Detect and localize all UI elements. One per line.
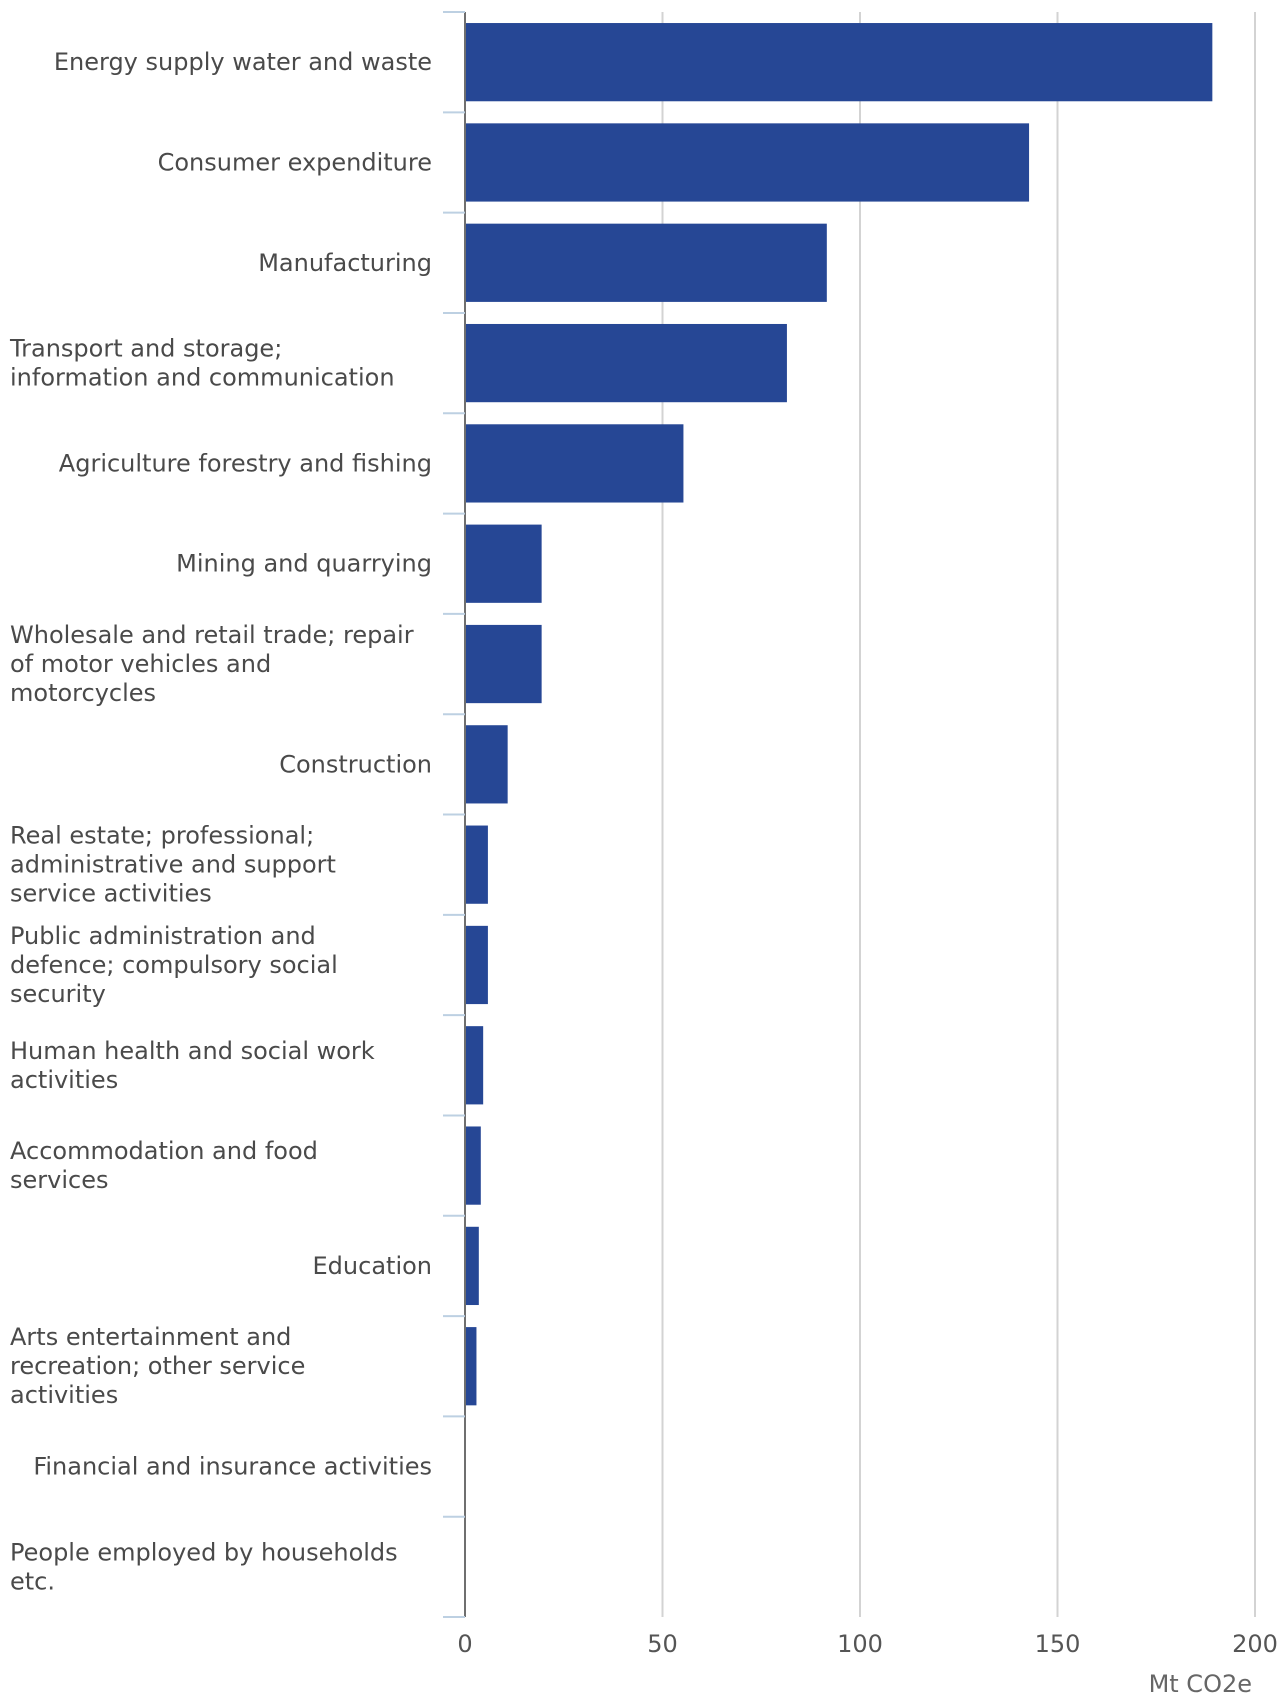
x-tick-label-150: 150 (1035, 1630, 1081, 1658)
category-label-11: Human health and social work activities (10, 1037, 375, 1094)
bar-6 (465, 524, 542, 603)
category-label-4: Transport and storage; information and co… (9, 335, 395, 392)
category-label-3: Manufacturing (258, 249, 432, 277)
gridlines (661, 12, 1256, 1617)
x-tick-label-100: 100 (837, 1630, 883, 1658)
bar-10 (465, 925, 488, 1005)
bar-13 (465, 1226, 479, 1306)
category-label-13: Education (313, 1252, 432, 1280)
category-label-6: Mining and quarrying (176, 550, 432, 578)
category-axis (443, 11, 466, 1618)
category-labels: Energy supply water and waste Consumer ex… (9, 48, 432, 1595)
category-label-2: Consumer expenditure (158, 148, 432, 176)
category-label-12: Accommodation and food services (10, 1137, 318, 1194)
value-axis-ticks: 0 50 100 150 200 (457, 1630, 1278, 1658)
bar-1 (465, 23, 1213, 102)
bars (465, 23, 1213, 1506)
bar-4 (465, 323, 787, 403)
category-label-8: Construction (279, 750, 432, 778)
bar-9 (465, 825, 488, 904)
category-label-9: Real estate; professional; administrative… (10, 822, 336, 908)
category-label-16: People employed by households etc. (10, 1538, 398, 1595)
category-label-15: Financial and insurance activities (33, 1453, 432, 1481)
bar-12 (465, 1126, 481, 1205)
bar-2 (465, 123, 1030, 202)
category-label-5: Agriculture forestry and fishing (59, 449, 432, 477)
category-label-1: Energy supply water and waste (54, 48, 432, 76)
bar-8 (465, 725, 508, 804)
bar-14 (465, 1327, 477, 1406)
category-label-14: Arts entertainment and recreation; other … (10, 1323, 305, 1409)
x-tick-label-0: 0 (457, 1630, 472, 1658)
bar-3 (465, 223, 827, 302)
bar-7 (465, 624, 542, 704)
bar-5 (465, 424, 684, 503)
category-label-7: Wholesale and retail trade; repair of mot… (10, 621, 414, 707)
bar-11 (465, 1026, 484, 1105)
category-label-10: Public administration and defence; compul… (10, 922, 338, 1008)
x-tick-label-50: 50 (647, 1630, 678, 1658)
x-tick-label-200: 200 (1232, 1630, 1278, 1658)
x-axis-unit-label: Mt CO2e (1149, 1670, 1252, 1698)
